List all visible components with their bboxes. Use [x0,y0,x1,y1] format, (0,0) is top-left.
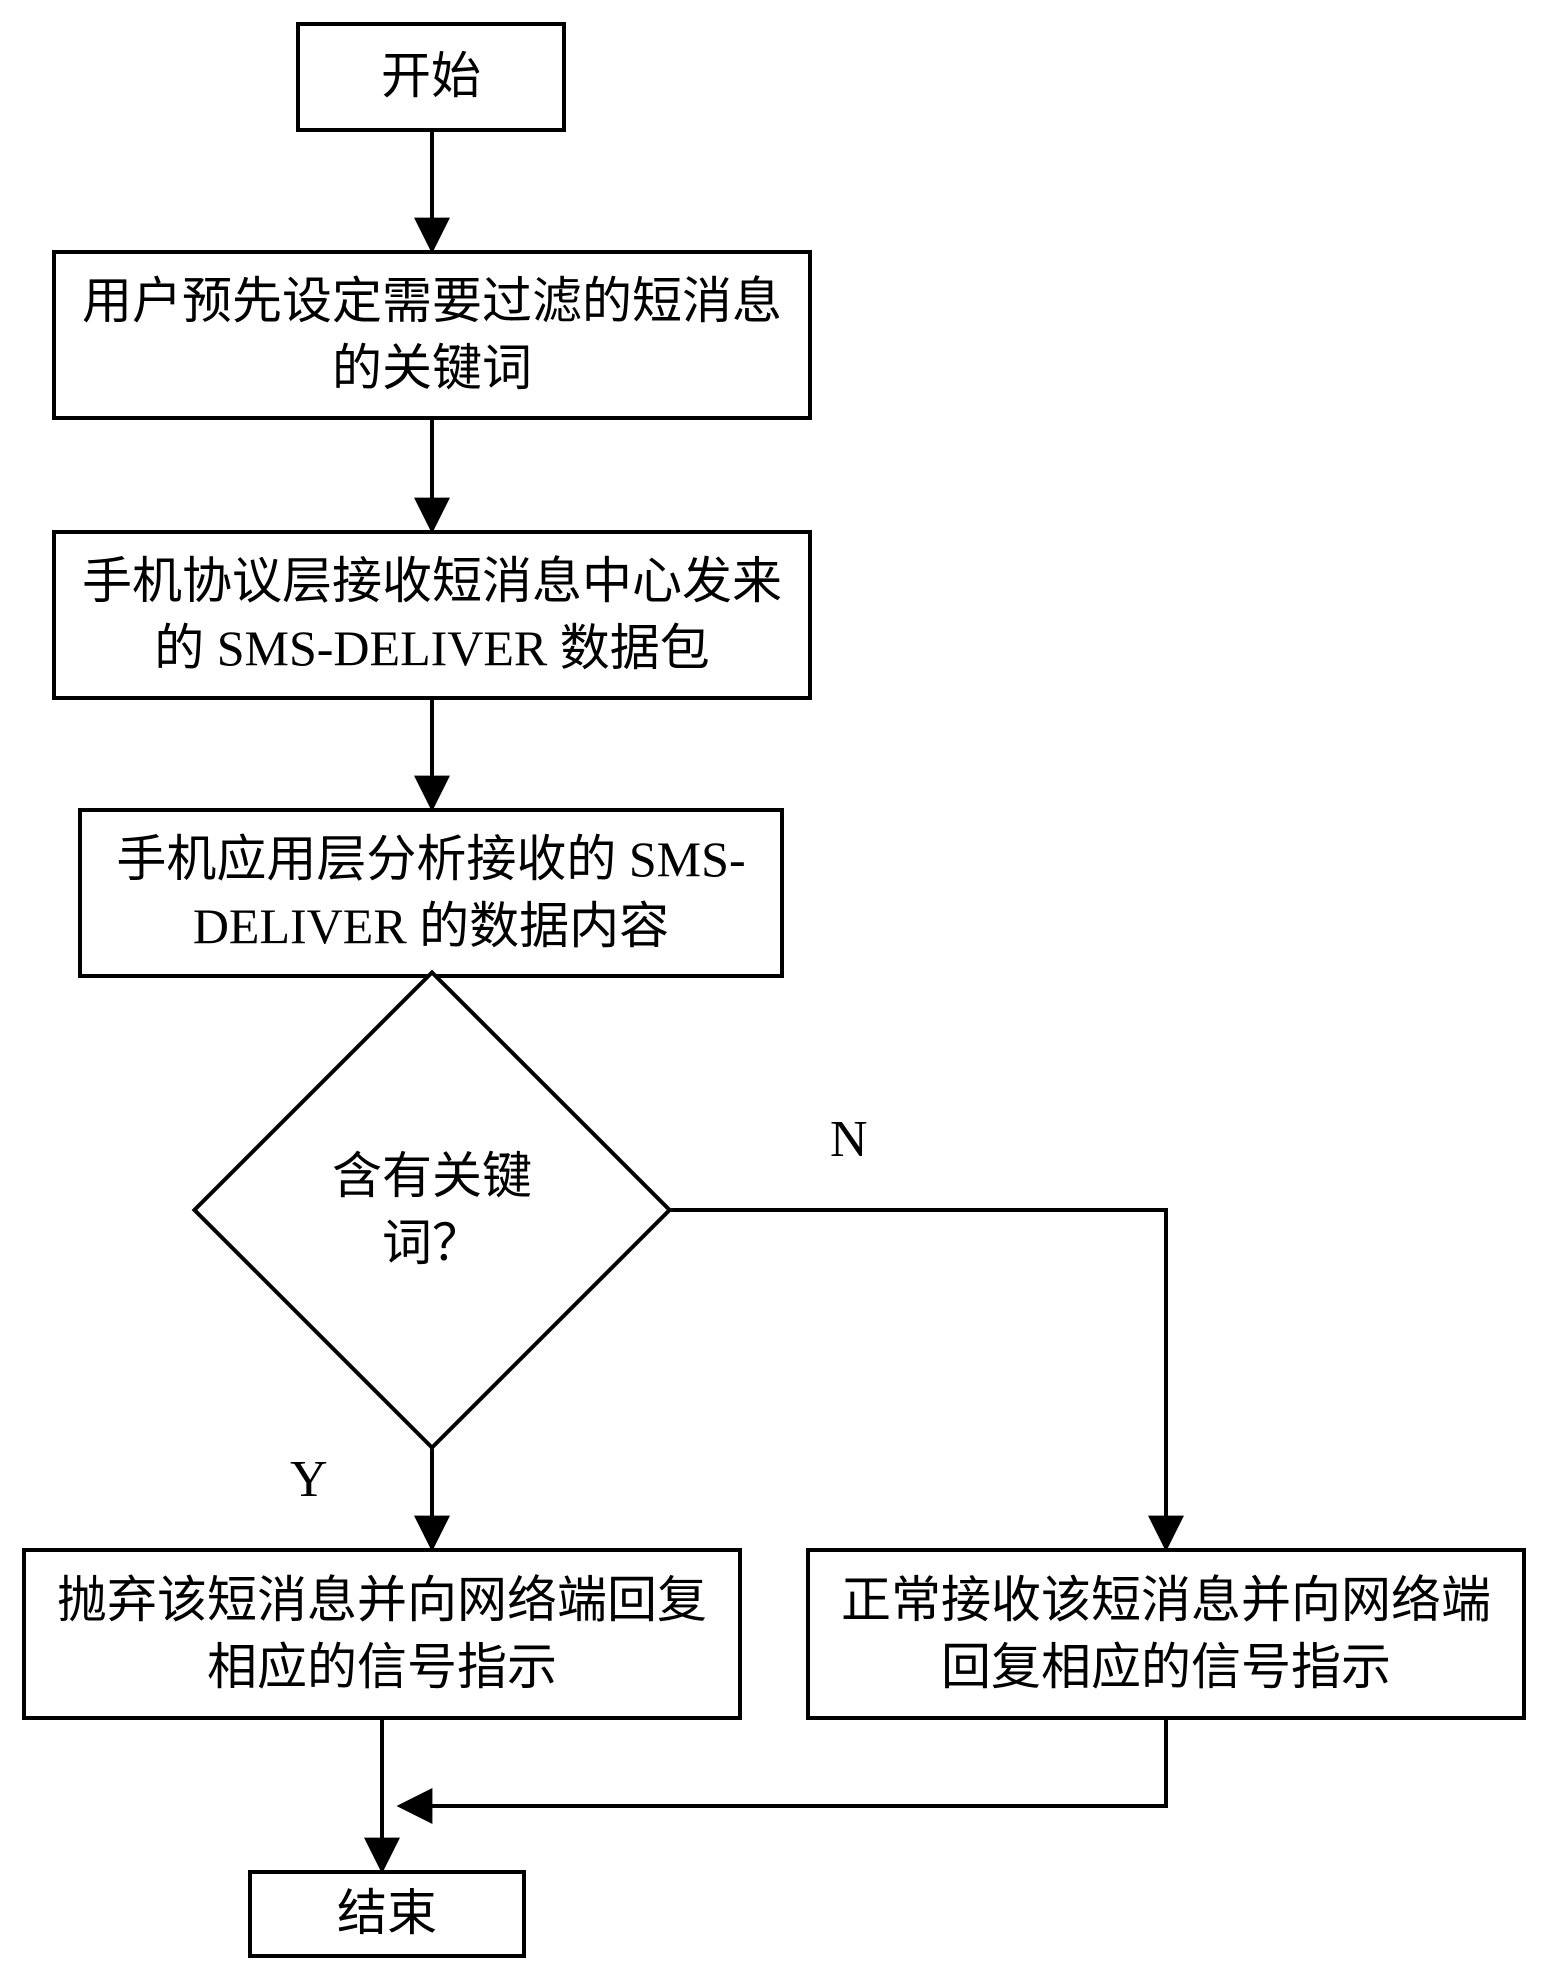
label-yes-text: Y [290,1451,328,1508]
node-no-text: 正常接收该短消息并向网络端回复相应的信号指示 [826,1567,1506,1702]
node-end: 结束 [248,1870,526,1958]
node-yes-text: 抛弃该短消息并向网络端回复相应的信号指示 [42,1567,722,1702]
node-step1-text: 用户预先设定需要过滤的短消息的关键词 [72,268,792,403]
node-no: 正常接收该短消息并向网络端回复相应的信号指示 [806,1548,1526,1720]
node-step1: 用户预先设定需要过滤的短消息的关键词 [52,250,812,420]
node-step3-text: 手机应用层分析接收的 SMS-DELIVER 的数据内容 [98,826,764,961]
node-step2: 手机协议层接收短消息中心发来的 SMS-DELIVER 数据包 [52,530,812,700]
node-step3: 手机应用层分析接收的 SMS-DELIVER 的数据内容 [78,808,784,978]
node-start-text: 开始 [381,43,481,111]
node-decision [192,970,673,1451]
node-start: 开始 [296,22,566,132]
node-yes: 抛弃该短消息并向网络端回复相应的信号指示 [22,1548,742,1720]
label-no: N [830,1110,868,1169]
label-no-text: N [830,1111,868,1168]
node-end-text: 结束 [337,1880,437,1948]
flowchart-canvas: 开始 用户预先设定需要过滤的短消息的关键词 手机协议层接收短消息中心发来的 SM… [0,0,1543,1975]
node-step2-text: 手机协议层接收短消息中心发来的 SMS-DELIVER 数据包 [72,548,792,683]
label-yes: Y [290,1450,328,1509]
